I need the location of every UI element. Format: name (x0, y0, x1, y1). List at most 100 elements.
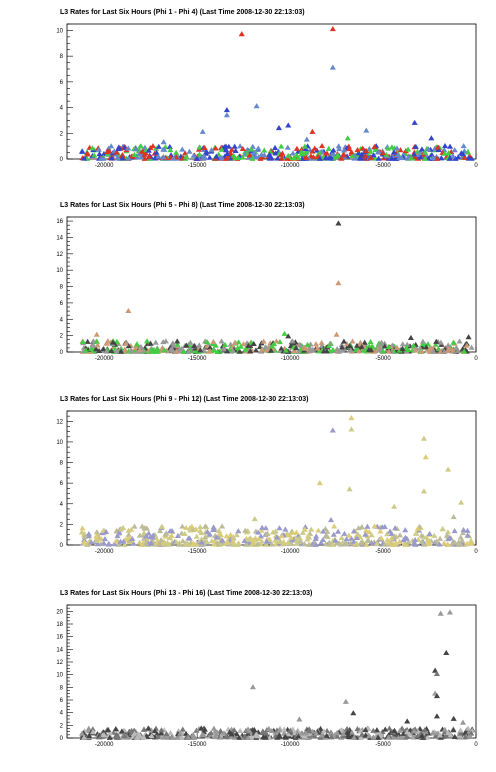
data-point (193, 155, 201, 161)
data-point (294, 536, 301, 542)
data-point (276, 525, 283, 531)
x-tick-label: -20000 (95, 356, 114, 362)
data-point (251, 726, 258, 732)
data-point (84, 338, 91, 344)
data-point (239, 145, 246, 152)
data-point (452, 155, 459, 161)
data-point (437, 339, 445, 345)
data-point (387, 528, 394, 534)
data-point (335, 143, 342, 149)
data-point (166, 143, 173, 150)
data-point (86, 732, 93, 738)
data-point (173, 348, 180, 354)
data-point (407, 334, 414, 341)
data-point (318, 539, 325, 545)
data-point (462, 730, 469, 736)
data-point (338, 342, 345, 348)
data-point (235, 528, 242, 534)
data-point (353, 540, 360, 546)
data-point (125, 531, 132, 537)
data-point (131, 523, 138, 529)
data-point (437, 348, 444, 354)
data-point (309, 346, 316, 352)
data-point (282, 526, 289, 532)
data-point (81, 536, 88, 543)
data-point (312, 541, 319, 547)
data-point (305, 541, 312, 547)
data-point (353, 534, 360, 540)
data-point (228, 731, 235, 737)
data-point (268, 541, 275, 547)
data-point (398, 155, 405, 161)
x-tick-label: 0 (474, 356, 478, 362)
data-point (433, 693, 440, 699)
data-point (235, 339, 242, 345)
data-point (363, 541, 370, 547)
data-point (465, 334, 472, 340)
data-point (316, 149, 323, 155)
data-point (278, 345, 285, 351)
data-point (341, 152, 348, 158)
data-point (93, 537, 100, 543)
data-point (324, 528, 331, 534)
data-point (198, 536, 205, 542)
data-point (441, 726, 448, 732)
data-point (417, 154, 424, 160)
data-point (455, 541, 462, 547)
data-point (168, 532, 175, 538)
data-point (249, 684, 256, 690)
data-point (187, 527, 194, 533)
data-point (222, 341, 229, 347)
data-point (153, 348, 160, 354)
data-point (433, 713, 440, 719)
data-point (81, 539, 88, 545)
data-point (344, 135, 351, 141)
data-point (445, 150, 452, 156)
data-point (115, 144, 122, 150)
data-point (381, 541, 388, 547)
data-point (244, 731, 251, 737)
data-point (368, 539, 375, 545)
data-point (97, 733, 104, 740)
data-point (315, 527, 322, 533)
data-point (358, 151, 365, 157)
data-point (418, 348, 425, 354)
data-point (302, 523, 309, 530)
data-point (255, 529, 262, 535)
data-point (388, 155, 395, 161)
data-point (79, 525, 86, 531)
data-point (333, 331, 340, 337)
data-point (174, 338, 181, 344)
data-point (186, 148, 193, 154)
data-point (272, 144, 279, 150)
data-point (143, 338, 151, 344)
data-point (377, 346, 384, 353)
data-point (354, 726, 361, 732)
data-point (445, 466, 452, 472)
data-point (143, 533, 150, 539)
data-point (208, 147, 215, 153)
data-point (342, 698, 349, 704)
data-point (329, 151, 336, 157)
data-point (103, 348, 110, 354)
data-point (317, 725, 324, 732)
plot-frame (66, 216, 477, 353)
data-point (313, 341, 320, 347)
data-point (231, 143, 238, 149)
data-point (223, 539, 230, 545)
data-point (356, 155, 363, 161)
data-point (218, 338, 225, 344)
data-point (428, 135, 435, 141)
data-point (421, 727, 428, 733)
data-point (100, 729, 107, 735)
data-point (376, 342, 383, 348)
data-point (155, 733, 162, 740)
data-point (431, 532, 438, 538)
data-point (361, 339, 368, 345)
data-point (404, 341, 411, 347)
data-point (419, 338, 426, 344)
data-point (402, 527, 409, 533)
y-tick-label: 8 (60, 461, 64, 467)
data-point (343, 725, 351, 731)
data-point (163, 730, 170, 737)
